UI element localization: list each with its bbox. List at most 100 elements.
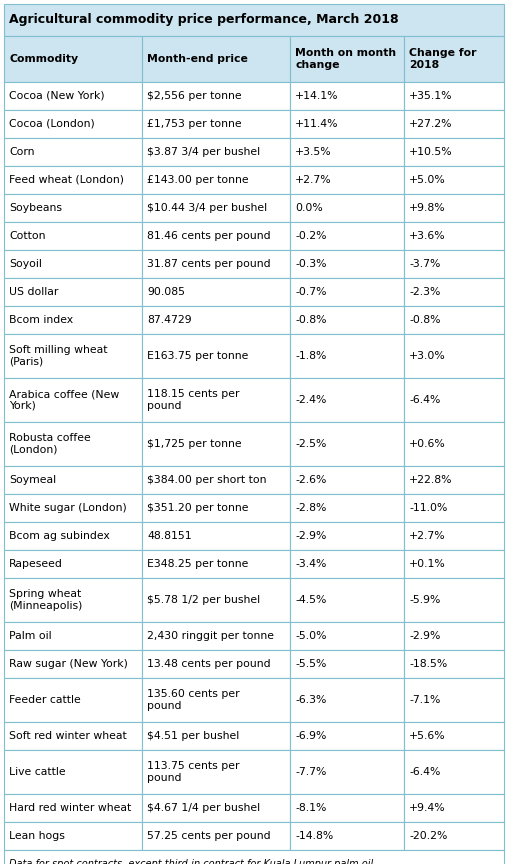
Text: Cocoa (New York): Cocoa (New York)	[9, 91, 105, 101]
Text: +2.7%: +2.7%	[409, 531, 445, 541]
Text: +22.8%: +22.8%	[409, 475, 453, 485]
Text: E348.25 per tonne: E348.25 per tonne	[147, 559, 248, 569]
Bar	[290, 522, 404, 550]
Text: -1.8%: -1.8%	[295, 351, 326, 361]
Text: -20.2%: -20.2%	[409, 831, 448, 841]
Text: -2.5%: -2.5%	[295, 439, 326, 449]
Text: +10.5%: +10.5%	[409, 147, 453, 157]
Text: Cotton: Cotton	[9, 231, 46, 241]
Text: -6.4%: -6.4%	[409, 767, 440, 777]
Bar	[142, 378, 290, 422]
Bar	[142, 82, 290, 110]
Bar	[290, 378, 404, 422]
Text: -7.1%: -7.1%	[409, 695, 440, 705]
Text: +9.8%: +9.8%	[409, 203, 445, 213]
Text: -4.5%: -4.5%	[295, 595, 326, 605]
Bar	[142, 306, 290, 334]
Text: -0.2%: -0.2%	[295, 231, 326, 241]
Bar	[404, 82, 504, 110]
Text: 135.60 cents per
pound: 135.60 cents per pound	[147, 689, 240, 711]
Bar	[290, 334, 404, 378]
Text: -18.5%: -18.5%	[409, 659, 447, 669]
Bar	[404, 466, 504, 494]
Bar	[4, 678, 142, 722]
Text: +11.4%: +11.4%	[295, 119, 338, 129]
Text: -0.7%: -0.7%	[295, 287, 326, 297]
Bar	[4, 138, 142, 166]
Bar	[290, 422, 404, 466]
Text: 113.75 cents per
pound: 113.75 cents per pound	[147, 761, 239, 783]
Text: 2,430 ringgit per tonne: 2,430 ringgit per tonne	[147, 631, 274, 641]
Text: $384.00 per short ton: $384.00 per short ton	[147, 475, 266, 485]
Text: +3.6%: +3.6%	[409, 231, 445, 241]
Bar	[404, 194, 504, 222]
Bar	[4, 82, 142, 110]
Text: Soyoil: Soyoil	[9, 259, 42, 269]
Text: 81.46 cents per pound: 81.46 cents per pound	[147, 231, 270, 241]
Text: Spring wheat
(Minneapolis): Spring wheat (Minneapolis)	[9, 589, 82, 611]
Bar	[142, 466, 290, 494]
Bar	[290, 794, 404, 822]
Text: 90.085: 90.085	[147, 287, 185, 297]
Bar	[4, 194, 142, 222]
Bar	[142, 822, 290, 850]
Bar	[4, 822, 142, 850]
Bar	[290, 138, 404, 166]
Bar	[142, 250, 290, 278]
Text: Feeder cattle: Feeder cattle	[9, 695, 81, 705]
Text: -2.3%: -2.3%	[409, 287, 440, 297]
Bar	[290, 650, 404, 678]
Bar	[4, 4, 504, 36]
Bar	[404, 278, 504, 306]
Bar	[4, 422, 142, 466]
Text: -6.4%: -6.4%	[409, 395, 440, 405]
Bar	[404, 250, 504, 278]
Text: Corn: Corn	[9, 147, 35, 157]
Bar	[142, 794, 290, 822]
Text: Robusta coffee
(London): Robusta coffee (London)	[9, 433, 91, 454]
Text: +14.1%: +14.1%	[295, 91, 338, 101]
Text: $351.20 per tonne: $351.20 per tonne	[147, 503, 249, 513]
Bar	[404, 334, 504, 378]
Text: $5.78 1/2 per bushel: $5.78 1/2 per bushel	[147, 595, 260, 605]
Bar	[404, 678, 504, 722]
Bar	[142, 550, 290, 578]
Bar	[404, 550, 504, 578]
Text: US dollar: US dollar	[9, 287, 59, 297]
Text: Month-end price: Month-end price	[147, 54, 248, 64]
Bar	[290, 250, 404, 278]
Bar	[404, 622, 504, 650]
Text: +5.0%: +5.0%	[409, 175, 446, 185]
Bar	[142, 678, 290, 722]
Bar	[4, 250, 142, 278]
Bar	[142, 278, 290, 306]
Text: Soft red winter wheat: Soft red winter wheat	[9, 731, 127, 741]
Text: White sugar (London): White sugar (London)	[9, 503, 127, 513]
Bar	[4, 110, 142, 138]
Bar	[4, 466, 142, 494]
Text: -11.0%: -11.0%	[409, 503, 448, 513]
Bar	[290, 822, 404, 850]
Bar	[4, 550, 142, 578]
Bar	[290, 722, 404, 750]
Text: +27.2%: +27.2%	[409, 119, 453, 129]
Bar	[404, 422, 504, 466]
Bar	[142, 110, 290, 138]
Bar	[4, 850, 504, 864]
Text: -6.3%: -6.3%	[295, 695, 326, 705]
Bar	[142, 138, 290, 166]
Bar	[404, 722, 504, 750]
Text: -14.8%: -14.8%	[295, 831, 333, 841]
Bar	[142, 750, 290, 794]
Bar	[4, 36, 142, 82]
Text: $4.51 per bushel: $4.51 per bushel	[147, 731, 239, 741]
Text: Change for
2018: Change for 2018	[409, 48, 477, 70]
Text: -6.9%: -6.9%	[295, 731, 326, 741]
Bar	[290, 166, 404, 194]
Text: -5.0%: -5.0%	[295, 631, 326, 641]
Text: -8.1%: -8.1%	[295, 803, 326, 813]
Bar	[4, 650, 142, 678]
Text: Palm oil: Palm oil	[9, 631, 52, 641]
Text: -0.8%: -0.8%	[295, 315, 326, 325]
Text: $10.44 3/4 per bushel: $10.44 3/4 per bushel	[147, 203, 267, 213]
